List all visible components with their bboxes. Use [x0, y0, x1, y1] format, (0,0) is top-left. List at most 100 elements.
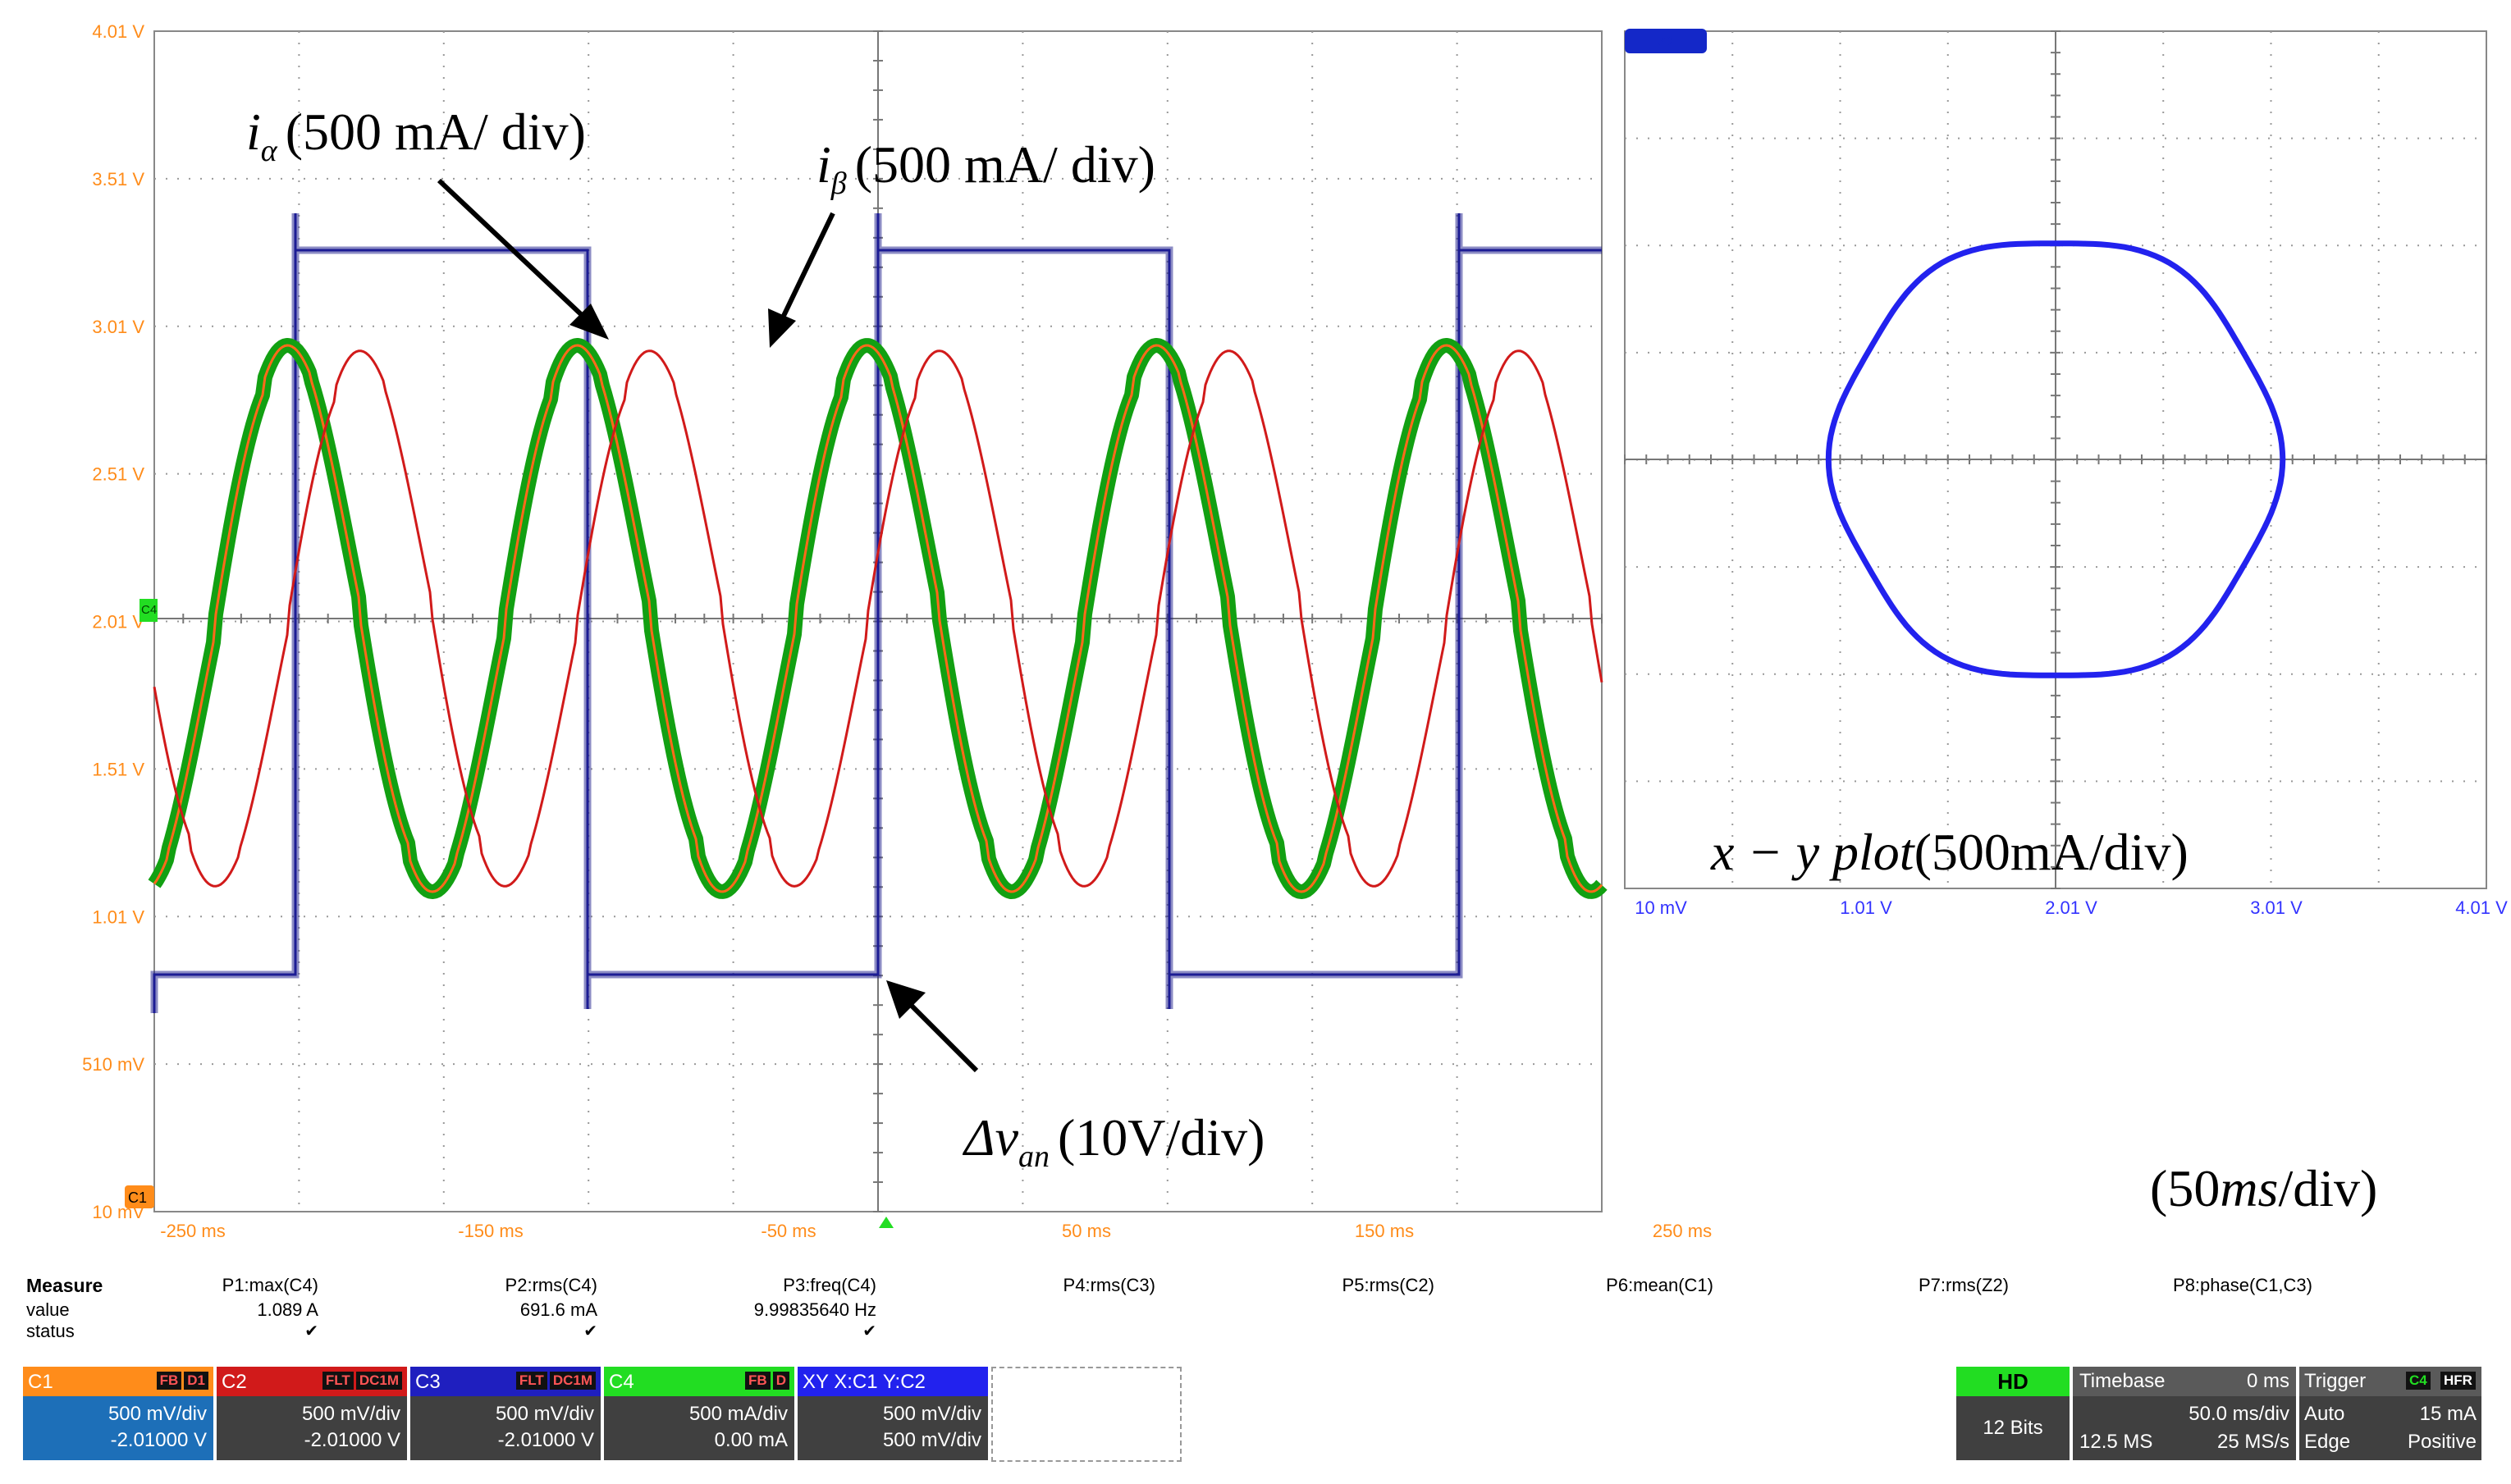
- xy-tick-label: 1.01 V: [1840, 897, 1892, 918]
- channel-offset: 0.00 mA: [714, 1429, 788, 1451]
- measure-param-name[interactable]: P8:phase(C1,C3): [2173, 1275, 2312, 1295]
- timebase-annot-post: /div): [2278, 1159, 2377, 1217]
- xy-axis-labels: 10 mV 1.01 V 2.01 V 3.01 V 4.01 V: [1635, 897, 2508, 918]
- measure-panel: Measure value status P1:max(C4) 1.089 A ✔ P…: [23, 1270, 2493, 1360]
- channel-scale: 500 mA/div: [688, 1403, 788, 1425]
- ch1-level-marker[interactable]: C1: [125, 1185, 154, 1208]
- xy-badge-label: Z2: [1657, 34, 1674, 50]
- channel-tag: FLT: [322, 1372, 354, 1390]
- timebase-position: 0 ms: [2246, 1370, 2289, 1392]
- channel-settings: 500 mA/div 0.00 mA: [604, 1396, 794, 1460]
- empty-channel-slot[interactable]: [991, 1367, 1182, 1462]
- xy-tick-label: 4.01 V: [2455, 897, 2508, 918]
- channel-tag: DC1M: [355, 1372, 402, 1390]
- channel-name: C1: [28, 1371, 53, 1393]
- ch1-square-wave-noise: [150, 213, 1602, 1013]
- ch4-ialpha-core: [153, 344, 1603, 893]
- channel-settings: 500 mV/div -2.01000 V: [410, 1396, 601, 1460]
- measure-status-check: ✔: [583, 1322, 597, 1340]
- channel-scale: 500 mV/div: [882, 1403, 981, 1425]
- channel-header: XY X:C1 Y:C2: [798, 1367, 988, 1396]
- ibeta-annotation: iβ (500 mA/ div): [816, 135, 1155, 201]
- y-tick-label: 4.01 V: [92, 21, 144, 42]
- channel-tag: D: [772, 1372, 789, 1390]
- channel-offset: -2.01000 V: [110, 1429, 207, 1451]
- measure-param-value: 1.089 A: [257, 1299, 318, 1320]
- xy-plot-grid: [1624, 30, 2487, 889]
- y-tick-label: 1.01 V: [92, 906, 144, 927]
- measure-status-check: ✔: [862, 1322, 876, 1340]
- channel-offset: -2.01000 V: [497, 1429, 594, 1451]
- channel-header: C1 FB D1: [23, 1367, 213, 1396]
- channel-tag: FB: [745, 1372, 771, 1390]
- ibeta-subscript: β: [830, 167, 847, 201]
- hd-label: HD: [1956, 1367, 2070, 1396]
- measure-param-name[interactable]: P2:rms(C4): [505, 1275, 597, 1295]
- timebase-label: Timebase: [2079, 1370, 2166, 1392]
- channel-box-c2[interactable]: C2 FLT DC1M 500 mV/div -2.01000 V: [217, 1367, 407, 1460]
- ibeta-symbol: i: [816, 135, 831, 194]
- measure-param-name[interactable]: P6:mean(C1): [1606, 1275, 1713, 1295]
- channel-name: C4: [609, 1371, 634, 1393]
- channel-box-xy[interactable]: XY X:C1 Y:C2 500 mV/div 500 mV/div: [798, 1367, 988, 1460]
- channel-name: C3: [415, 1371, 441, 1393]
- measure-param-value: 691.6 mA: [519, 1299, 597, 1320]
- channel-box-c1[interactable]: C1 FB D1 500 mV/div -2.01000 V: [23, 1367, 213, 1460]
- ialpha-subscript: α: [261, 134, 278, 168]
- ialpha-scale: (500 mA/ div): [286, 103, 586, 161]
- timebase-annot-unit: ms: [2220, 1159, 2278, 1217]
- channel-settings: 500 mV/div 500 mV/div: [798, 1396, 988, 1460]
- ialpha-symbol: i: [246, 103, 261, 161]
- xy-badge: Z2: [1625, 29, 1707, 53]
- x-tick-label: -250 ms: [160, 1221, 225, 1241]
- ch1-marker-label: C1: [128, 1189, 147, 1206]
- channel-header: C3 FLT DC1M: [410, 1367, 601, 1396]
- sample-count: 12.5 MS: [2079, 1431, 2153, 1453]
- x-tick-label: -50 ms: [761, 1221, 816, 1241]
- xy-tick-label: 2.01 V: [2045, 897, 2097, 918]
- trigger-tag: HFR: [2440, 1372, 2476, 1390]
- trigger-box[interactable]: Trigger C4 HFR Auto 15 mA Edge Positive: [2299, 1367, 2481, 1460]
- trigger-channel: C4: [2406, 1372, 2431, 1390]
- trigger-position-marker[interactable]: [879, 1217, 894, 1228]
- measure-param-name[interactable]: P1:max(C4): [222, 1275, 318, 1295]
- y-axis-labels: 4.01 V 3.51 V 3.01 V 2.51 V 2.01 V 1.51 V 1.01…: [82, 21, 144, 1222]
- ch2-ibeta-wave: [153, 349, 1603, 888]
- channel-settings: 500 mV/div -2.01000 V: [23, 1396, 213, 1460]
- sample-rate: 25 MS/s: [2216, 1431, 2289, 1453]
- ch4-level-marker[interactable]: C4: [140, 599, 158, 622]
- channel-box-c4[interactable]: C4 FB D 500 mA/div 0.00 mA: [604, 1367, 794, 1460]
- xy-plot-annotation: x − y plot(500mA/div): [1710, 823, 2189, 881]
- xy-tick-label: 10 mV: [1635, 897, 1687, 918]
- dvan-subscript: an: [1018, 1139, 1050, 1174]
- x-axis-labels: -250 ms -150 ms -50 ms 50 ms 150 ms 250 ms: [160, 1221, 1712, 1241]
- measure-param-name[interactable]: P5:rms(C2): [1342, 1275, 1434, 1295]
- measure-param-name[interactable]: P7:rms(Z2): [1919, 1275, 2009, 1295]
- trigger-mode: Auto: [2304, 1403, 2345, 1425]
- y-tick-label: 3.01 V: [92, 317, 144, 337]
- channel-tag: DC1M: [549, 1372, 596, 1390]
- dvan-symbol: Δv: [962, 1108, 1019, 1167]
- y-tick-label: 510 mV: [82, 1054, 144, 1075]
- channel-tag: D1: [184, 1372, 208, 1390]
- ibeta-scale: (500 mA/ div): [855, 135, 1155, 194]
- channel-box-c3[interactable]: C3 FLT DC1M 500 mV/div -2.01000 V: [410, 1367, 601, 1460]
- channel-name: XY X:C1 Y:C2: [803, 1371, 926, 1393]
- channel-header: C2 FLT DC1M: [217, 1367, 407, 1396]
- xy-tick-label: 3.01 V: [2250, 897, 2303, 918]
- hd-indicator[interactable]: HD 12 Bits: [1956, 1367, 2070, 1460]
- dvan-annotation: Δvan (10V/div): [962, 1108, 1265, 1174]
- timebase-annotation: (50ms/div): [2150, 1159, 2377, 1217]
- measure-param-name[interactable]: P3:freq(C4): [783, 1275, 876, 1295]
- trigger-level: 15 mA: [2419, 1403, 2477, 1425]
- channel-settings: 500 mV/div -2.01000 V: [217, 1396, 407, 1460]
- trigger-type: Edge: [2304, 1431, 2351, 1453]
- timebase-box[interactable]: Timebase 0 ms 50.0 ms/div 12.5 MS 25 MS/…: [2073, 1367, 2296, 1460]
- y-tick-label: 1.51 V: [92, 759, 144, 779]
- measure-status-label: status: [26, 1321, 75, 1341]
- measure-param-name[interactable]: P4:rms(C3): [1063, 1275, 1155, 1295]
- measure-param-value: 9.99835640 Hz: [753, 1299, 876, 1320]
- y-tick-label: 2.51 V: [92, 464, 144, 485]
- timebase-div: 50.0 ms/div: [2189, 1403, 2289, 1425]
